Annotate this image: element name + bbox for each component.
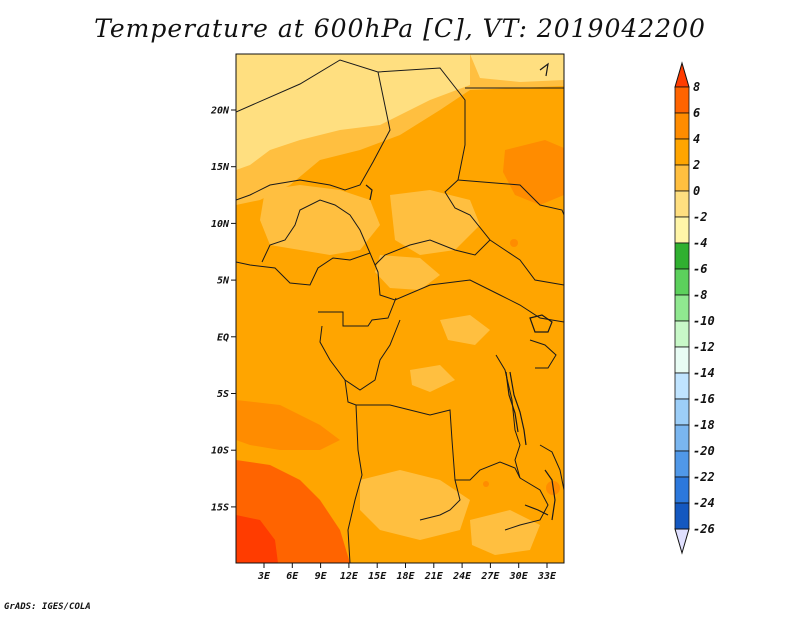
field-warm-atlantic (236, 400, 340, 450)
colorbar-label: 8 (693, 80, 700, 94)
lon-tick-label: 9E (315, 571, 328, 582)
colorbar-label: 0 (693, 184, 700, 198)
field-hottest-southwest (236, 515, 278, 563)
field-cool-chad (390, 190, 480, 255)
colorbar-label: -6 (693, 262, 707, 276)
lon-tick-label: 33E (537, 571, 557, 582)
colorbar-segment (674, 450, 690, 478)
field-warm-speck-3 (483, 481, 489, 487)
lon-tick-label: 18E (396, 571, 415, 582)
colorbar-segment (674, 86, 690, 114)
lon-tick-label: 6E (286, 571, 299, 582)
lon-tick-label: 30E (509, 571, 529, 582)
lat-tick-label: 5S (217, 389, 229, 400)
colorbar-segment (674, 476, 690, 504)
field-cool-southeast (470, 510, 540, 555)
colorbar-label: -8 (693, 288, 707, 302)
field-cooler-north (236, 54, 470, 170)
colorbar-label: -18 (693, 418, 715, 432)
field-warm-speck-1 (510, 239, 518, 247)
colorbar-label: -4 (693, 236, 707, 250)
lat-tick-label: 15S (211, 502, 229, 513)
longitude-axis: 3E 6E 9E 12E 15E 18E 21E 24E 27E 30E 33E (257, 563, 557, 582)
colorbar-segment (674, 294, 690, 322)
lat-tick-label: 20N (210, 106, 230, 117)
country-borders (236, 59, 564, 563)
colorbar-segment (674, 112, 690, 140)
colorbar-bottom-arrow (674, 528, 690, 555)
colorbar-label: -10 (693, 314, 715, 328)
field-cool-congo-2 (410, 365, 455, 392)
field-warm-sudan (503, 140, 564, 205)
colorbar-label: -12 (693, 340, 715, 354)
colorbar-segment (674, 398, 690, 426)
colorbar-segment (674, 242, 690, 270)
temperature-field (236, 54, 564, 563)
field-cooler-northeast (470, 54, 564, 82)
colorbar-segment (674, 320, 690, 348)
colorbar-label: -2 (693, 210, 707, 224)
field-cool-south (360, 470, 470, 540)
lon-tick-label: 27E (480, 571, 500, 582)
colorbar-label: -22 (693, 470, 715, 484)
colorbar: 8 6 4 2 0 -2 -4 -6 -8 -10 -12 -14 -16 -18 -20 -22 -24 -26 (674, 61, 715, 555)
colorbar-label: -24 (693, 496, 715, 510)
lon-tick-label: 15E (368, 571, 387, 582)
colorbar-label: 2 (692, 158, 700, 172)
colorbar-segment (674, 138, 690, 166)
lon-tick-label: 24E (452, 571, 472, 582)
colorbar-label: 6 (693, 106, 700, 120)
field-cool-westafrica (260, 185, 380, 255)
colorbar-label: -16 (693, 392, 715, 406)
grads-credit: GrADS: IGES/COLA (4, 602, 91, 612)
latitude-axis: 20N 15N 10N 5N EQ 5S 10S 15S (210, 106, 236, 513)
colorbar-segment (674, 502, 690, 530)
colorbar-top-arrow (674, 61, 690, 88)
colorbar-label: -20 (693, 444, 715, 458)
colorbar-label: -14 (693, 366, 715, 380)
lat-tick-label: 10N (211, 219, 230, 230)
map-title: Temperature at 600hPa [C], VT: 201904220… (94, 14, 706, 43)
lat-tick-label: 5N (217, 276, 230, 287)
lon-tick-label: 3E (257, 571, 271, 582)
lon-tick-label: 21E (424, 571, 444, 582)
lat-tick-label: 15N (211, 162, 230, 173)
map-frame (235, 53, 565, 564)
colorbar-segment (674, 216, 690, 244)
colorbar-segment (674, 346, 690, 374)
field-cool-car (375, 255, 440, 290)
colorbar-label: 4 (693, 132, 700, 146)
colorbar-segment (674, 190, 690, 218)
lat-tick-label: 10S (211, 446, 229, 457)
lat-tick-label: EQ (217, 332, 229, 343)
colorbar-segment (674, 372, 690, 400)
lakes-coastlines (365, 62, 556, 521)
field-cool-congo-1 (440, 315, 490, 345)
colorbar-segment (674, 424, 690, 452)
colorbar-label: -26 (693, 522, 715, 536)
colorbar-segment (674, 268, 690, 296)
lon-tick-label: 12E (340, 571, 359, 582)
colorbar-segment (674, 164, 690, 192)
